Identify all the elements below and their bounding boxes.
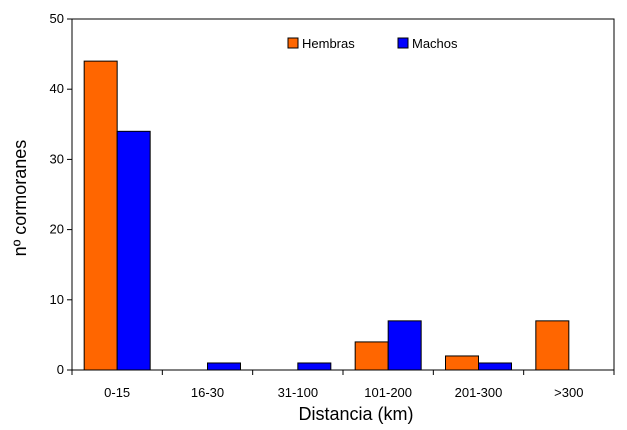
y-tick-label: 40 — [50, 81, 64, 96]
x-axis-label: Distancia (km) — [298, 404, 413, 424]
x-tick-label: 16-30 — [191, 385, 224, 400]
y-tick-label: 10 — [50, 292, 64, 307]
legend-swatch-machos — [397, 37, 409, 49]
bar-hembras-4 — [445, 355, 479, 371]
x-tick-label: 201-300 — [455, 385, 503, 400]
x-tick-label: 31-100 — [278, 385, 318, 400]
x-tick-label: >300 — [554, 385, 583, 400]
bar-machos-2 — [297, 362, 332, 371]
legend-label-hembras: Hembras — [302, 36, 355, 51]
y-tick-label: 0 — [57, 362, 64, 377]
x-tick-label: 101-200 — [364, 385, 412, 400]
y-tick-label: 30 — [50, 151, 64, 166]
bar-hembras-0 — [83, 60, 118, 371]
bar-machos-0 — [116, 130, 151, 371]
bar-machos-4 — [478, 362, 512, 371]
bar-machos-1 — [207, 362, 241, 371]
y-axis-label: nº cormoranes — [10, 140, 30, 257]
bar-hembras-5 — [535, 320, 570, 371]
legend-label-machos: Machos — [412, 36, 458, 51]
x-tick-label: 0-15 — [104, 385, 130, 400]
bar-hembras-3 — [354, 341, 389, 371]
legend-swatch-hembras — [287, 37, 299, 49]
plot-area — [71, 18, 615, 371]
bar-machos-3 — [387, 320, 422, 371]
y-tick-label: 20 — [50, 222, 64, 237]
y-tick-label: 50 — [50, 11, 64, 26]
